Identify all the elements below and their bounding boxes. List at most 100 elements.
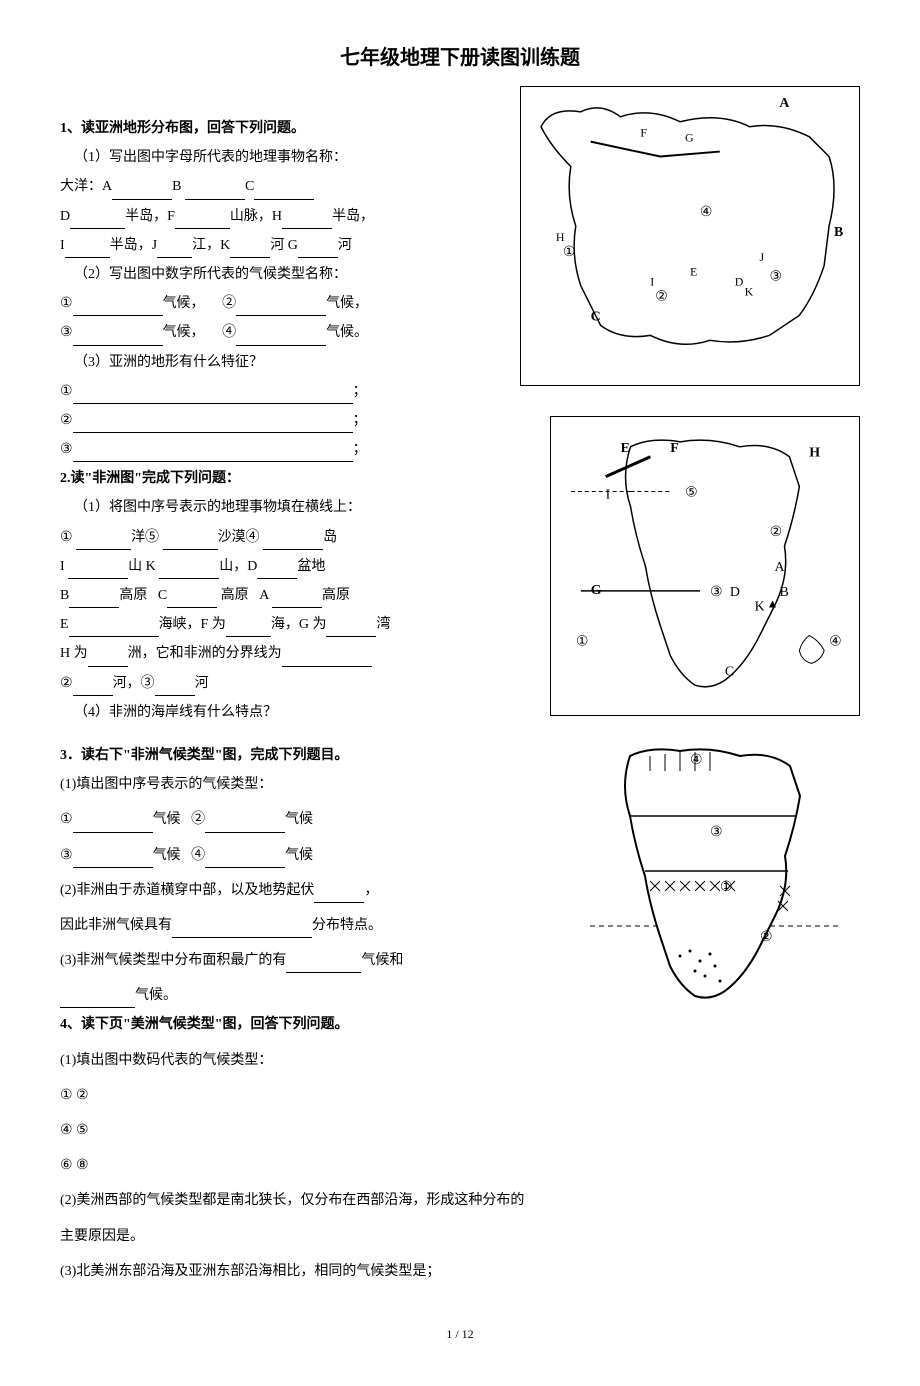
q3-p7a: 气候。 (135, 988, 177, 1003)
q4-p2: ① ② (60, 1083, 510, 1108)
map3-label-n1: ① (720, 880, 733, 895)
map2-label-n4: ④ (829, 634, 841, 649)
q1-p6b: 气候， (163, 296, 205, 311)
map2-label-n1: ① (576, 634, 588, 649)
q1-p7b: 气候， (163, 325, 205, 340)
page-footer: 1 / 12 (60, 1324, 860, 1346)
africa-climate-map: ④ ③ ① ② (550, 726, 860, 1026)
q1-p6a: ① (60, 296, 73, 311)
q1-p7a: ③ (60, 325, 73, 340)
q1-p6c: ② (222, 296, 236, 311)
q1-p3d: 半岛， (332, 209, 374, 224)
map1-label-j: J (760, 250, 765, 264)
q1-semi1: ； (353, 384, 367, 399)
q3-p2b: 气候 (153, 812, 181, 827)
map1-label-c: C (591, 309, 601, 324)
q1-p2c: C (245, 179, 254, 194)
q4-p3: ④ ⑤ (60, 1118, 510, 1143)
q1-climate2: ③ 气候， ④ 气候。 (60, 320, 510, 345)
q1-line-d: D半岛，F山脉，H半岛， (60, 204, 510, 229)
q1-climate1: ①气候， ②气候， (60, 291, 510, 316)
map1-label-n4: ④ (700, 205, 712, 220)
left-column: 1、读亚洲地形分布图，回答下列问题。 （1）写出图中字母所代表的地理事物名称： … (60, 86, 510, 1188)
q1-p8: （3）亚洲的地形有什么特征？ (60, 350, 510, 375)
q1-p4d: 河 G (270, 238, 298, 253)
q2-p3a: I (60, 559, 65, 574)
africa-map: A B C D E F G H I K ▲ ① ② ③ ④ ⑤ (550, 416, 860, 716)
q3-p6a: (3)非洲气候类型中分布面积最广的有 (60, 953, 286, 968)
q2-p4e: A (259, 588, 268, 603)
asia-map: A B C D E F G H I J K ① ② ③ ④ (520, 86, 860, 386)
q1-feature3: ③； (60, 437, 510, 462)
q4-p1: (1)填出图中数码代表的气候类型： (60, 1048, 510, 1073)
map2-label-i: I (606, 487, 611, 502)
q2-p3c: 山，D (219, 559, 257, 574)
q3-p3b: 气候 (153, 848, 181, 863)
map3-label-n4: ④ (690, 753, 703, 768)
q2-p2c: 沙漠④ (218, 530, 260, 545)
q2-p4d: 高原 (217, 588, 249, 603)
q2-line3: B高原 C 高原 A 高原 (60, 583, 510, 608)
page-title: 七年级地理下册读图训练题 (60, 40, 860, 76)
q1-feature1: ①； (60, 379, 510, 404)
q3-line4: 因此非洲气候具有分布特点。 (60, 913, 510, 938)
q3-line3: (2)非洲由于赤道横穿中部，以及地势起伏， (60, 878, 510, 903)
q1-p9: ① (60, 384, 73, 399)
q3-line1: ①气候 ②气候 (60, 807, 510, 832)
q1-p11: ③ (60, 442, 73, 457)
map1-label-i: I (650, 275, 654, 289)
map1-label-d: D (735, 275, 744, 289)
q3-p2d: 气候 (285, 812, 313, 827)
q1-header: 1、读亚洲地形分布图，回答下列问题。 (60, 116, 510, 141)
q2-p7c: 河 (195, 676, 209, 691)
q1-feature2: ②； (60, 408, 510, 433)
q2-p2b: 洋⑤ (131, 530, 159, 545)
q1-p7d: 气候。 (326, 325, 368, 340)
map1-label-n2: ② (655, 290, 667, 305)
map2-label-g: G (591, 583, 602, 598)
map3-label-n2: ② (760, 930, 773, 945)
map1-label-k: K (745, 285, 754, 299)
q1-line-i: I半岛，J江，K河 G河 (60, 233, 510, 258)
q2-p2a: ① (60, 530, 73, 545)
q1-p4b: 半岛，J (110, 238, 157, 253)
map2-label-a: A (775, 560, 785, 575)
q3-p6b: 气候和 (361, 953, 403, 968)
map1-label-n3: ③ (769, 270, 781, 285)
q2-p5c: 海，G 为 (271, 617, 327, 632)
q2-p7b: 河，③ (113, 676, 155, 691)
q2-p3d: 盆地 (297, 559, 325, 574)
map2-label-k: K (755, 600, 765, 615)
q1-p5: （2）写出图中数字所代表的气候类型名称： (60, 262, 510, 287)
q2-p5a: E (60, 617, 69, 632)
q1-semi3: ； (353, 442, 367, 457)
map1-label-g: G (685, 131, 694, 145)
map2-label-n3: ③ (710, 585, 722, 600)
q4-p6: 主要原因是。 (60, 1224, 860, 1249)
q1-p3a: D (60, 209, 70, 224)
q3-line6: 气候。 (60, 983, 510, 1008)
q2-p4b: 高原 (119, 588, 147, 603)
map1-label-h: H (556, 230, 565, 244)
q2-line1: ① 洋⑤ 沙漠④ 岛 (60, 525, 510, 550)
q2-line2: I 山 K 山，D盆地 (60, 554, 510, 579)
q4-header: 4、读下页"美洲气候类型"图，回答下列问题。 (60, 1012, 510, 1037)
q3-header: 3．读右下"非洲气候类型"图，完成下列题目。 (60, 743, 510, 768)
q1-p1: （1）写出图中字母所代表的地理事物名称： (60, 145, 510, 170)
map2-label-n5: ⑤ (685, 485, 697, 500)
q3-p4a: (2)非洲由于赤道横穿中部，以及地势起伏 (60, 883, 314, 898)
map1-label-a: A (779, 96, 789, 111)
q1-p2a: 大洋：A (60, 179, 112, 194)
q1-line-oceans: 大洋：AB C (60, 174, 510, 199)
q1-semi2: ； (353, 413, 367, 428)
q1-p7c: ④ (222, 325, 236, 340)
q4-p4: ⑥ ⑧ (60, 1153, 510, 1178)
map1-label-n1: ① (563, 245, 575, 260)
q1-p4c: 江，K (192, 238, 230, 253)
q2-p8: （4）非洲的海岸线有什么特点？ (60, 700, 510, 725)
q1-p3b: 半岛，F (125, 209, 175, 224)
q4-p5: (2)美洲西部的气候类型都是南北狭长，仅分布在西部沿海，形成这种分布的 (60, 1188, 860, 1213)
q3-p3a: ③ (60, 848, 73, 863)
q3-line2: ③气候 ④气候 (60, 843, 510, 868)
q2-header: 2.读"非洲图"完成下列问题： (60, 466, 510, 491)
